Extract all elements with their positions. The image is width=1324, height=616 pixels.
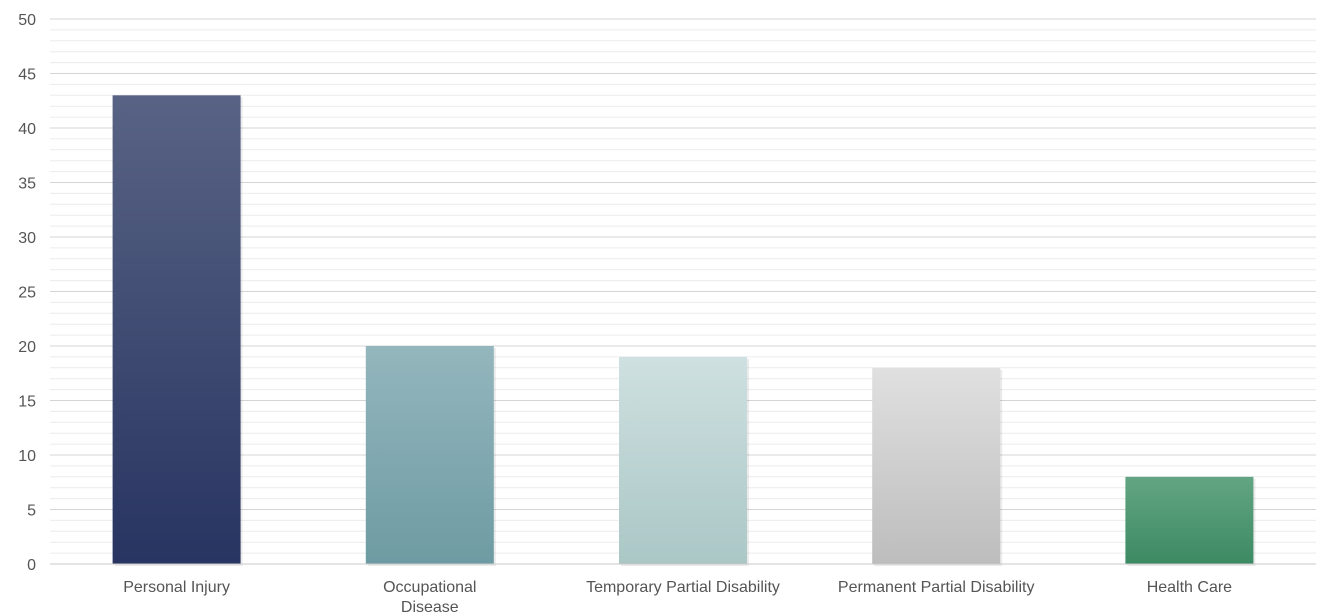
x-tick-label: Permanent Partial Disability <box>838 579 1035 596</box>
x-tick-label: Occupational Disease <box>383 579 476 616</box>
y-tick-label: 50 <box>18 12 36 29</box>
x-tick-label: Personal Injury <box>123 579 230 596</box>
y-tick-label: 45 <box>18 67 36 84</box>
y-tick-label: 15 <box>18 394 36 411</box>
y-axis: 0 5 10 15 20 25 30 35 40 45 50 <box>18 12 36 574</box>
y-tick-label: 20 <box>18 339 36 356</box>
x-axis: Personal Injury Occupational Disease Tempor… <box>50 563 1316 616</box>
x-tick-label: Health Care <box>1147 579 1232 596</box>
x-tick-label: Temporary Partial Disability <box>586 579 780 596</box>
bar <box>1125 476 1254 564</box>
bars <box>112 95 1256 567</box>
y-tick-label: 25 <box>18 285 36 302</box>
y-tick-label: 40 <box>18 121 36 138</box>
y-tick-label: 10 <box>18 448 36 465</box>
y-tick-label: 35 <box>18 176 36 193</box>
bar <box>112 95 241 565</box>
bar <box>365 346 494 564</box>
bar <box>619 356 747 564</box>
bar <box>872 367 1001 564</box>
y-tick-label: 5 <box>27 503 36 520</box>
y-tick-label: 0 <box>27 557 36 574</box>
y-tick-label: 30 <box>18 230 36 247</box>
